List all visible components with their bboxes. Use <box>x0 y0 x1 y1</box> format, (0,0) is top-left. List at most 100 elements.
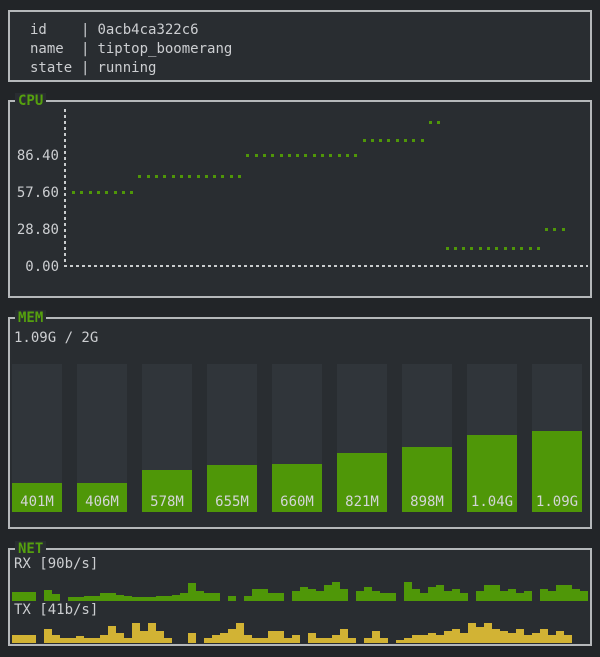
cpu-data-dot <box>229 175 233 179</box>
mem-bar-label: 898M <box>410 494 444 510</box>
net-tx-bar <box>404 638 412 643</box>
mem-bar: 898M <box>402 447 452 512</box>
cpu-data-dot <box>354 153 358 157</box>
info-separator: | <box>81 41 90 57</box>
net-rx-bar <box>212 593 220 601</box>
cpu-data-dot <box>171 175 175 179</box>
cpu-data-dot <box>487 247 490 250</box>
net-tx-bar <box>468 623 476 643</box>
cpu-data-dot <box>105 190 109 194</box>
net-rx-label: RX [90b/s] <box>14 556 99 572</box>
net-rx-bar <box>252 589 260 601</box>
mem-column-track: 406M <box>77 364 127 512</box>
net-tx-bar <box>68 638 76 643</box>
net-tx-bar <box>108 626 116 643</box>
cpu-data-dot <box>113 190 117 194</box>
info-row-id: id | 0acb4ca322c6 <box>10 21 590 40</box>
cpu-tick-label: 28.80 <box>16 221 59 238</box>
cpu-data-dot <box>188 175 192 179</box>
net-tx-bar <box>492 629 500 643</box>
cpu-data-dot <box>561 227 565 231</box>
cpu-data-dot <box>121 190 125 194</box>
mem-bar: 401M <box>12 483 62 512</box>
info-row-state: state | running <box>10 59 590 78</box>
net-panel-title: NET <box>15 541 47 557</box>
net-rx-bar <box>140 597 148 601</box>
net-rx-bar <box>332 582 340 601</box>
net-rx-bar <box>308 589 316 601</box>
cpu-data-dot <box>213 175 217 179</box>
cpu-data-dot <box>345 153 349 157</box>
cpu-data-dot <box>138 175 142 179</box>
net-rx-bar <box>372 591 380 601</box>
net-rx-bar <box>12 592 20 601</box>
net-tx-bar <box>460 633 468 643</box>
net-rx-bar <box>124 596 132 601</box>
cpu-data-dot <box>395 139 399 143</box>
mem-usage-text: 1.09G / 2G <box>14 330 99 346</box>
mem-bar: 655M <box>207 465 257 512</box>
net-tx-bar <box>292 635 300 643</box>
net-tx-bar <box>308 633 316 643</box>
mem-column-track: 1.09G <box>532 364 582 512</box>
net-rx-bar <box>68 597 76 601</box>
cpu-tick-label: 57.60 <box>16 184 59 201</box>
net-rx-bar <box>108 593 116 601</box>
net-tx-bar <box>348 638 356 643</box>
cpu-data-dot <box>246 153 250 157</box>
net-tx-bar <box>380 638 388 643</box>
net-tx-bar <box>52 635 60 643</box>
cpu-data-dot <box>221 175 225 179</box>
net-tx-bar <box>140 631 148 643</box>
cpu-x-axis <box>64 265 588 267</box>
net-tx-bar <box>276 631 284 643</box>
info-key: id <box>30 22 47 38</box>
cpu-data-dot <box>511 247 515 250</box>
net-tx-bar <box>428 633 436 643</box>
cpu-tick-label: 86.40 <box>16 147 59 164</box>
net-rx-bar <box>244 596 252 601</box>
cpu-data-dot <box>379 139 383 143</box>
cpu-data-dot <box>204 175 208 179</box>
net-rx-bar <box>412 589 420 601</box>
net-rx-bar <box>260 589 268 601</box>
net-rx-bar <box>76 597 84 601</box>
net-rx-bar <box>180 593 188 601</box>
net-tx-bar <box>148 623 156 643</box>
cpu-data-dot <box>370 139 374 143</box>
cpu-data-dot <box>254 153 258 157</box>
cpu-data-dot <box>88 190 92 194</box>
info-value: 0acb4ca322c6 <box>97 22 199 38</box>
net-tx-bar <box>332 635 340 643</box>
mem-bar-label: 1.04G <box>470 494 514 510</box>
mem-column-track: 655M <box>207 364 257 512</box>
net-tx-bar <box>372 631 380 643</box>
net-rx-bar <box>340 589 348 601</box>
cpu-data-dot <box>445 247 449 250</box>
net-rx-bar <box>492 585 500 601</box>
net-rx-bar <box>476 591 484 601</box>
net-rx-bar <box>228 596 236 601</box>
cpu-data-dot <box>337 153 341 157</box>
cpu-data-dot <box>80 190 84 194</box>
mem-bar-label: 655M <box>215 494 249 510</box>
net-rx-bar <box>100 593 108 601</box>
cpu-data-dot <box>462 247 466 250</box>
cpu-data-dot <box>387 139 391 143</box>
net-tx-bar <box>204 638 212 643</box>
net-rx-bar <box>92 596 100 601</box>
net-tx-bar <box>28 635 36 643</box>
net-tx-bar <box>564 635 572 643</box>
net-rx-bar <box>516 593 524 601</box>
cpu-data-dot <box>420 139 424 143</box>
net-rx-bar <box>196 591 204 601</box>
cpu-data-dot <box>329 153 333 157</box>
cpu-data-dot <box>536 247 540 250</box>
net-tx-bar <box>548 635 556 643</box>
mem-bar-label: 1.09G <box>535 494 579 510</box>
mem-column-track: 401M <box>12 364 62 512</box>
net-tx-bar <box>12 635 20 643</box>
cpu-data-dot <box>146 175 150 179</box>
net-rx-bar <box>300 587 308 601</box>
net-rx-bar <box>172 595 180 601</box>
